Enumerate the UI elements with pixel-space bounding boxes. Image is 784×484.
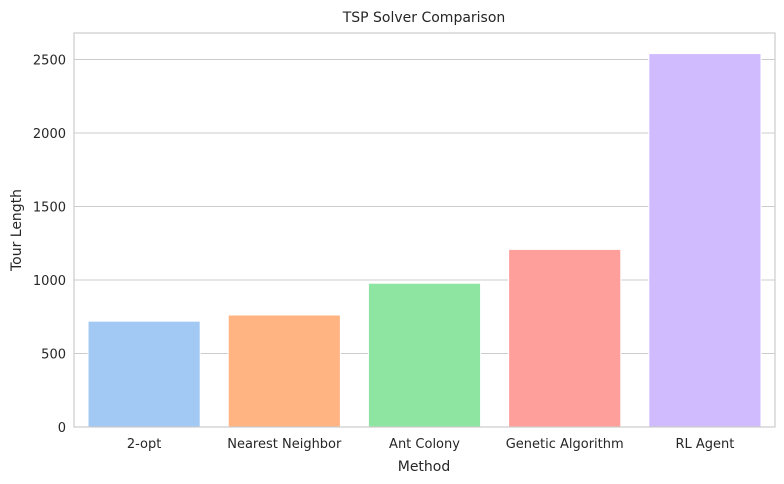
chart-title: TSP Solver Comparison (342, 10, 506, 26)
x-axis-label: Method (398, 459, 451, 475)
plot-frame (73, 32, 776, 428)
x-tick-label: 2-opt (127, 437, 162, 452)
x-tick-label: Nearest Neighbor (227, 437, 342, 452)
bar-2-opt (87, 320, 201, 428)
y-axis-label: Tour Length (9, 189, 25, 272)
bar-ant-colony (367, 282, 482, 428)
x-tick-label: RL Agent (675, 437, 734, 452)
x-tick-label: Ant Colony (389, 437, 460, 452)
y-tick-label: 1000 (33, 274, 66, 289)
y-tick-label: 500 (41, 347, 66, 362)
y-tick-labels: 0 500 1000 1500 2000 2500 (33, 53, 66, 436)
y-tick-label: 2000 (33, 127, 66, 142)
y-tick-label: 0 (58, 421, 66, 436)
y-tick-label: 2500 (33, 53, 66, 68)
x-tick-label: Genetic Algorithm (506, 437, 624, 452)
bar-genetic-algorithm (508, 248, 622, 428)
bars (87, 53, 762, 428)
bar-nearest-neighbor (227, 314, 341, 428)
y-tick-label: 1500 (33, 200, 66, 215)
bar-rl-agent (648, 53, 762, 428)
x-tick-labels: 2-opt Nearest Neighbor Ant Colony Genetic A… (127, 437, 735, 452)
